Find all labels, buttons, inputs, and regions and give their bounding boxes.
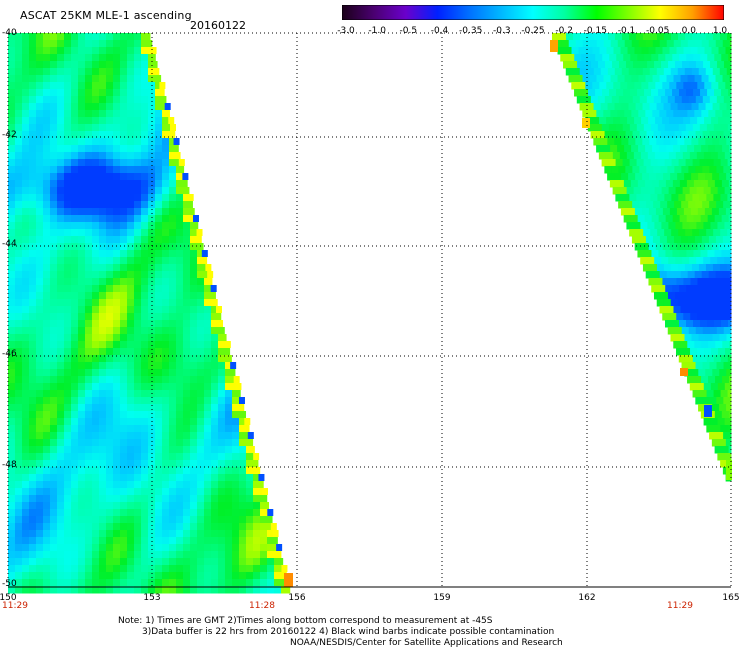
note-line-1: Note: 1) Times are GMT 2)Times along bot… [118, 616, 493, 626]
swath-left [8, 33, 293, 594]
lat-label-48: -48 [2, 460, 17, 470]
lon-label-153: 153 [143, 593, 161, 603]
lat-label-50: -50 [2, 579, 17, 589]
note-line-3: NOAA/NESDIS/Center for Satellite Applica… [290, 638, 563, 648]
colorbar-tick-label: -0.25 [521, 26, 545, 36]
colorbar-tick-label: -0.4 [430, 26, 449, 36]
colorbar-tick-label: -1.0 [368, 26, 386, 36]
colorbar-tick-label: -0.2 [555, 26, 573, 36]
colorbar-gradient [342, 5, 724, 20]
colorbar-tick-label: -0.1 [617, 26, 636, 36]
lat-label-44: -44 [2, 239, 17, 249]
time-label-left: 11:29 [2, 601, 28, 611]
colorbar-tick-label: 1.0 [712, 26, 728, 36]
colorbar-tick-label: 0.0 [681, 26, 696, 36]
colorbar-tick-label: -0.5 [399, 26, 418, 36]
time-label-right: 11:29 [667, 601, 693, 611]
note-line-2: 3)Data buffer is 22 hrs from 20160122 4)… [142, 627, 555, 637]
colorbar-tick-label: -0.15 [583, 26, 607, 36]
lon-label-156: 156 [288, 593, 306, 603]
colorbar-tick-label: -3.0 [337, 26, 355, 36]
lon-label-150: 150 [0, 593, 17, 603]
product-date: 20160122 [190, 19, 246, 32]
colorbar-tick-label: -0.35 [459, 26, 483, 36]
lat-label-46: -46 [2, 349, 17, 359]
lat-label-40: -40 [2, 28, 17, 38]
product-title: ASCAT 25KM MLE-1 ascending [20, 9, 192, 22]
colorbar [342, 5, 724, 20]
time-label-mid: 11:28 [249, 601, 275, 611]
colorbar-tick-label: -0.05 [646, 26, 670, 36]
lon-label-165: 165 [722, 593, 740, 603]
swath-right [550, 33, 732, 482]
lon-label-162: 162 [578, 593, 596, 603]
lon-label-159: 159 [433, 593, 451, 603]
lat-label-42: -42 [2, 130, 17, 140]
colorbar-tick-label: -0.3 [493, 26, 511, 36]
